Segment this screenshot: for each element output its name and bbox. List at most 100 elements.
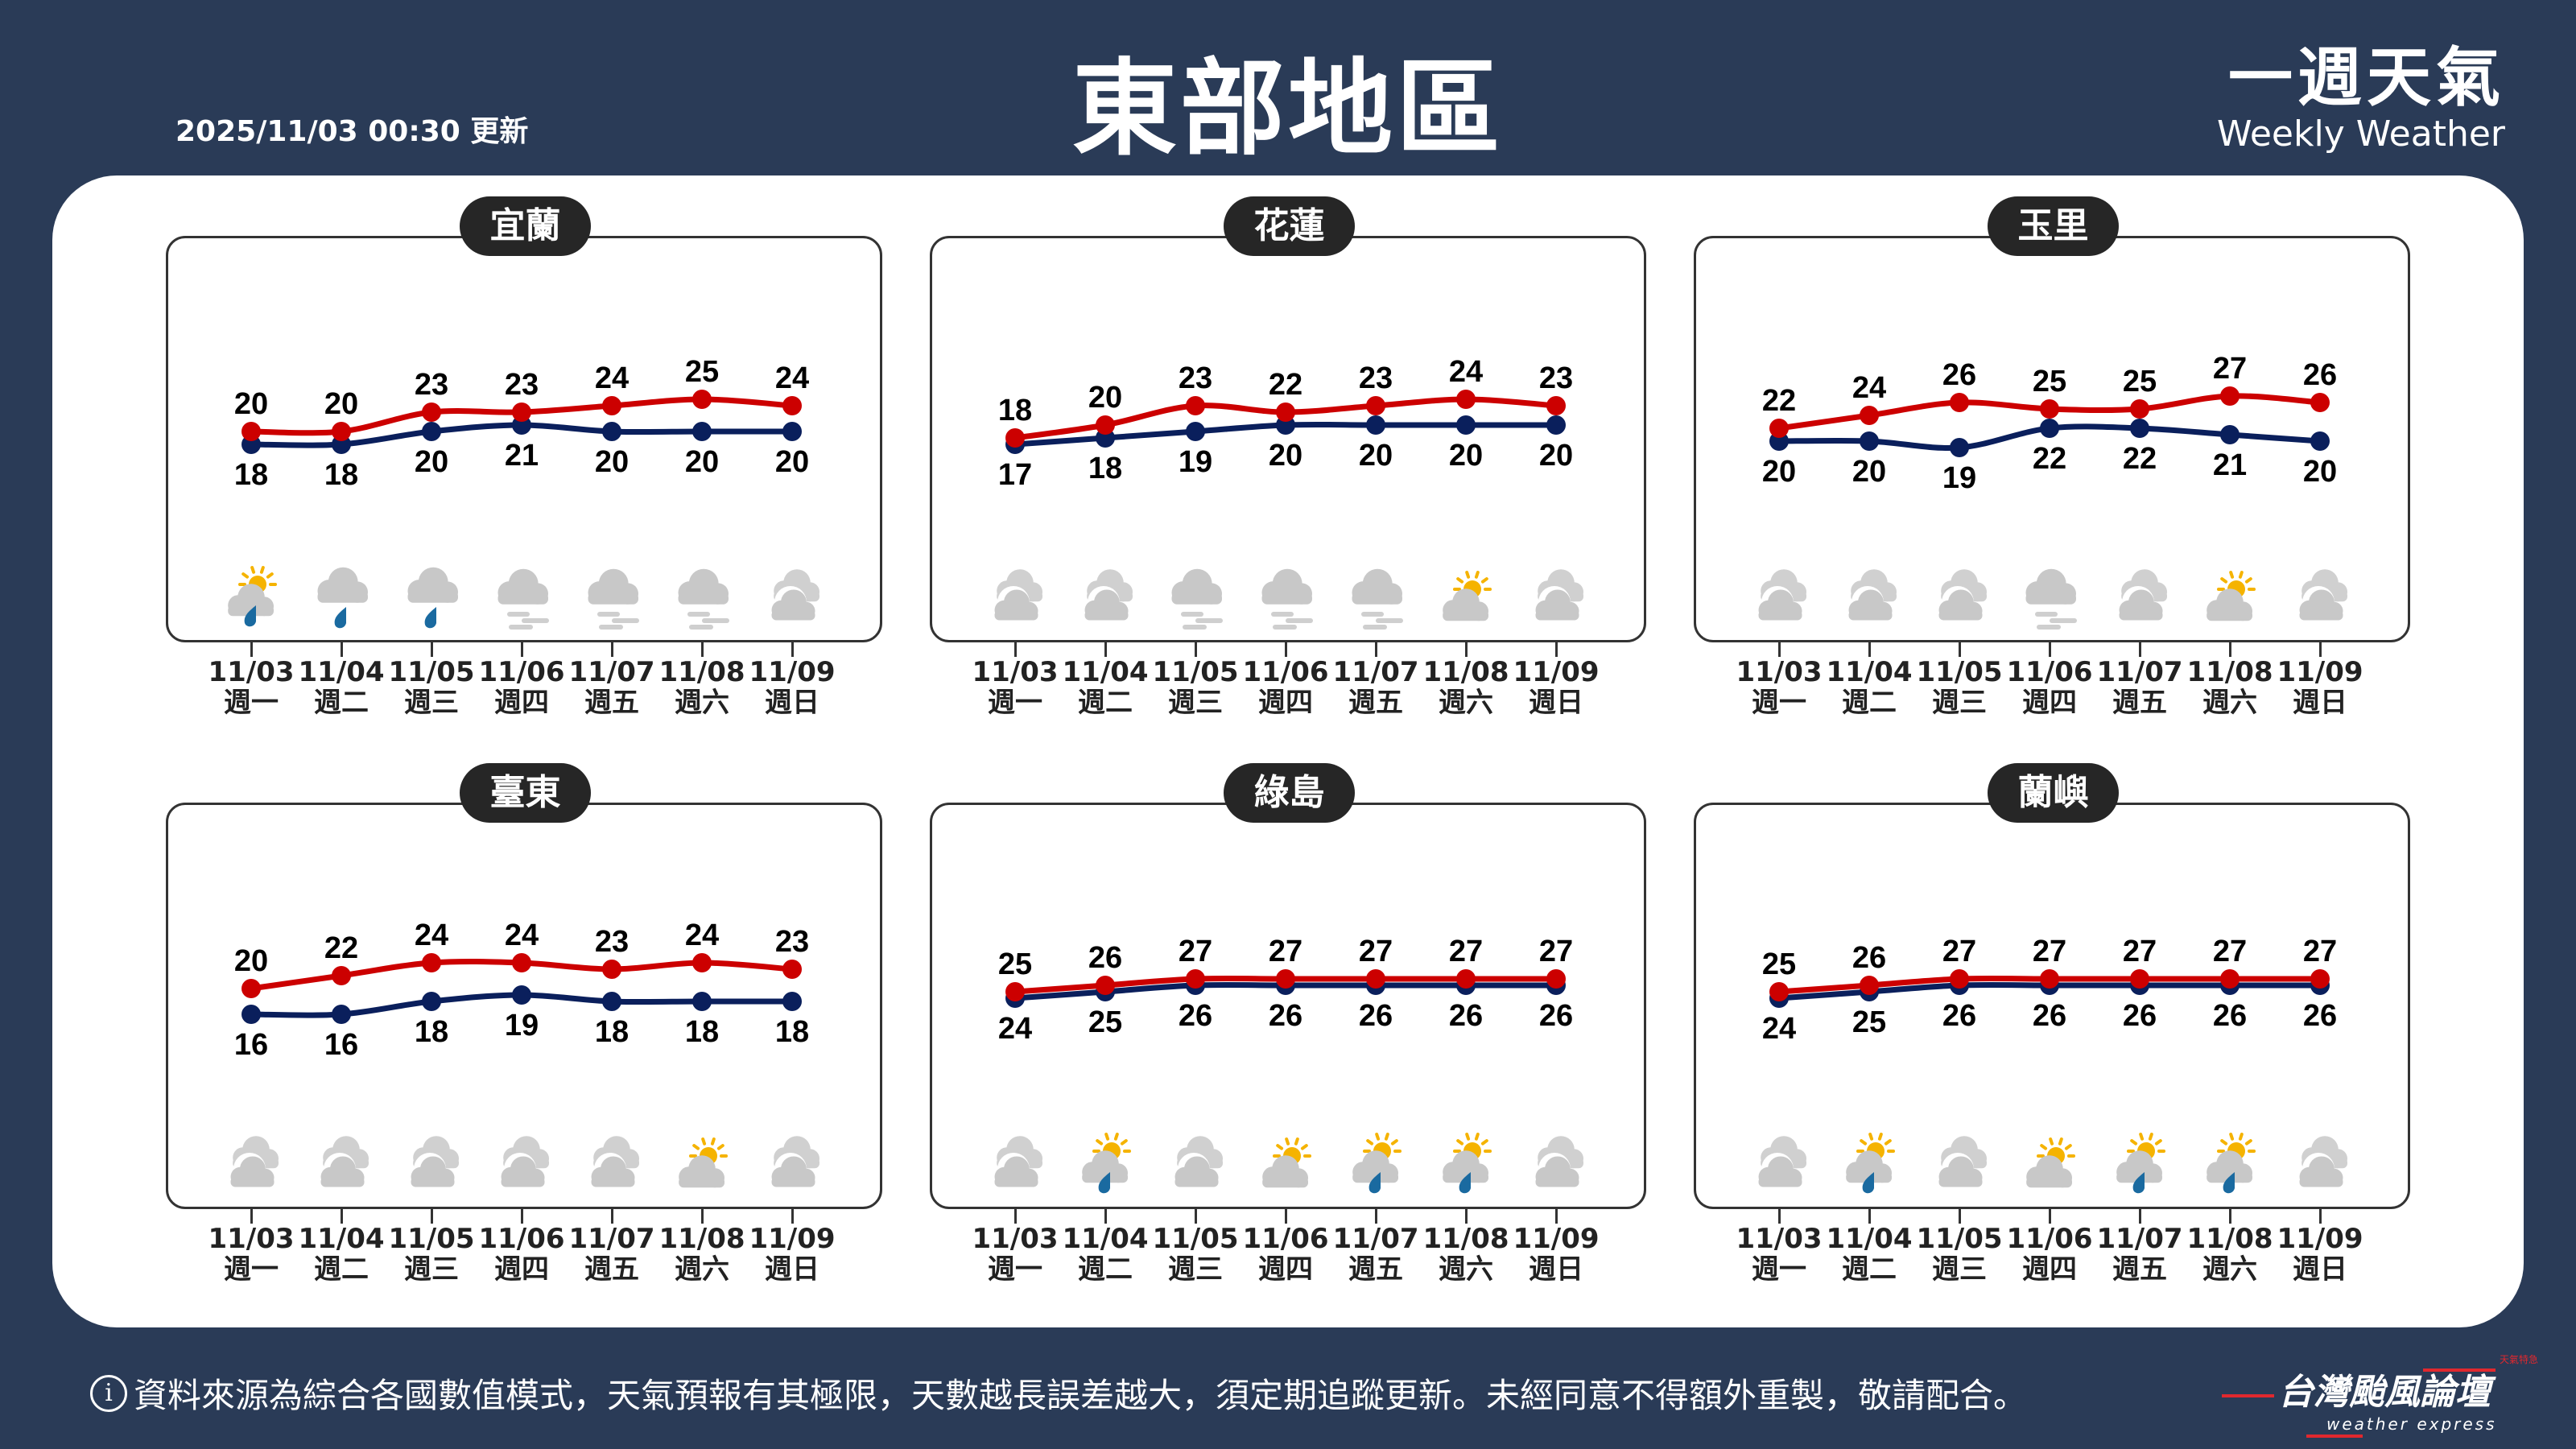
axis-tick (1465, 642, 1468, 657)
high-temp-point (1366, 396, 1385, 415)
date-label: 11/05 週三 (386, 1224, 477, 1285)
axis-tick (521, 642, 523, 657)
logo-stripe (2423, 1368, 2496, 1372)
partly-cloudy-icon (1262, 1137, 1311, 1188)
axis-tick (2319, 642, 2322, 657)
date-label: 11/05 週三 (1150, 657, 1241, 718)
date-text: 11/04 (298, 656, 385, 688)
weekday-text: 週日 (2293, 687, 2347, 719)
high-temp-label: 20 (234, 387, 268, 421)
cloud-shape (771, 1156, 815, 1187)
update-timestamp: 2025/11/03 00:30 更新 (175, 115, 529, 148)
weekday-text: 週三 (1932, 1253, 1987, 1286)
weekday-text: 週一 (224, 1253, 279, 1286)
cloud-shape (1938, 589, 1983, 621)
date-label: 11/04 週二 (1060, 1224, 1150, 1285)
cloudy-icon (1938, 1136, 1987, 1187)
raindrop-shape (2132, 1172, 2145, 1194)
date-label: 11/06 週四 (1241, 657, 1331, 718)
high-temp-point (512, 953, 531, 972)
date-text: 11/09 (1513, 1223, 1600, 1255)
raindrop-shape (1098, 1172, 1110, 1194)
cloud-shape (771, 589, 815, 621)
cloudy-icon (1174, 1136, 1223, 1187)
high-temp-label: 20 (1088, 381, 1122, 415)
cloud-shape (1758, 589, 1802, 621)
high-temp-point (1456, 390, 1476, 409)
date-text: 11/04 (1826, 1223, 1913, 1255)
low-temp-point (242, 1005, 261, 1024)
chart-box: 18 18 20 21 20 20 20 20 20 23 23 24 25 24 (166, 236, 882, 642)
date-text: 11/09 (749, 656, 836, 688)
date-text: 11/07 (1332, 656, 1419, 688)
low-temp-point (2040, 419, 2059, 438)
date-text: 11/07 (568, 656, 655, 688)
partly-cloudy-rain-icon (1443, 1133, 1492, 1194)
high-temp-label: 27 (1449, 935, 1483, 968)
region-name: 花蓮 (1224, 196, 1355, 256)
date-text: 11/07 (2096, 656, 2183, 688)
footer-notice: i 資料來源為綜合各國數值模式，天氣預報有其極限，天數越長誤差越大，須定期追蹤更… (90, 1368, 2027, 1418)
sun-shape (1856, 1133, 1895, 1160)
rain-icon (317, 567, 368, 629)
date-label: 11/08 週六 (2185, 657, 2275, 718)
cloudy-icon (320, 1136, 369, 1187)
typhoon-forum-logo: 天氣特急 台灣颱風論壇 weather express (2222, 1352, 2560, 1441)
date-label: 11/06 週四 (1241, 1224, 1331, 1285)
date-label: 11/09 週日 (747, 657, 837, 718)
weekday-text: 週二 (1842, 1253, 1897, 1286)
region-panel: 17 18 19 20 20 20 20 18 20 23 22 23 24 23 花蓮 11/03 週一 11/… (930, 196, 1646, 778)
axis-tick (250, 1209, 253, 1224)
date-label: 11/07 週五 (1331, 657, 1421, 718)
region-name: 綠島 (1224, 763, 1355, 823)
low-temp-point (1860, 431, 1879, 451)
date-text: 11/03 (1736, 1223, 1823, 1255)
partly-cloudy-rain-icon (2207, 1133, 2256, 1194)
low-temp-label: 20 (1762, 455, 1796, 489)
temperature-chart: 16 16 18 19 18 18 18 20 22 24 24 23 24 23 (230, 919, 819, 1188)
high-temp-point (1769, 419, 1789, 438)
info-icon: i (90, 1374, 127, 1412)
low-temp-label: 26 (2213, 999, 2247, 1033)
date-text: 11/09 (2277, 1223, 2363, 1255)
high-temp-label: 24 (775, 361, 809, 395)
weekday-text: 週六 (2202, 687, 2257, 719)
high-temp-point (242, 422, 261, 441)
high-temp-label: 27 (2213, 935, 2247, 968)
high-temp-point (1950, 969, 1969, 989)
cloudy-icon (771, 569, 819, 621)
high-temp-point (332, 422, 351, 441)
cloudy-icon (994, 1136, 1042, 1187)
axis-tick (341, 642, 343, 657)
low-temp-label: 26 (2033, 999, 2066, 1033)
weekday-text: 週四 (2022, 687, 2077, 719)
brand-block: 一週天氣 Weekly Weather (2217, 42, 2505, 155)
weekday-text: 週六 (675, 1253, 729, 1286)
temperature-chart: 24 25 26 26 26 26 26 25 26 27 27 27 27 27 (1758, 935, 2347, 1194)
date-label: 11/06 週四 (477, 657, 567, 718)
axis-tick (1014, 1209, 1017, 1224)
axis-tick (341, 1209, 343, 1224)
weekday-text: 週四 (2022, 1253, 2077, 1286)
axis-tick (2049, 642, 2051, 657)
fog-icon (1171, 568, 1223, 630)
low-temp-label: 26 (1539, 999, 1573, 1033)
high-temp-point (422, 953, 441, 972)
high-temp-label: 25 (2123, 365, 2157, 398)
high-temp-label: 27 (1359, 935, 1393, 968)
cloudy-icon (2299, 569, 2347, 621)
brand-title-zh: 一週天氣 (2228, 40, 2505, 115)
cloud-shape (678, 568, 729, 605)
high-temp-label: 24 (415, 919, 448, 952)
chart-box: 17 18 19 20 20 20 20 18 20 23 22 23 24 23 (930, 236, 1646, 642)
high-temp-point (332, 966, 351, 985)
date-text: 11/03 (972, 1223, 1059, 1255)
date-text: 11/07 (1332, 1223, 1419, 1255)
low-temp-label: 22 (2123, 442, 2157, 476)
axis-tick (1285, 1209, 1287, 1224)
date-text: 11/05 (388, 1223, 475, 1255)
cloudy-icon (230, 1136, 279, 1187)
axis-tick (1375, 1209, 1377, 1224)
high-temp-point (1769, 982, 1789, 1001)
high-temp-point (1950, 393, 1969, 412)
